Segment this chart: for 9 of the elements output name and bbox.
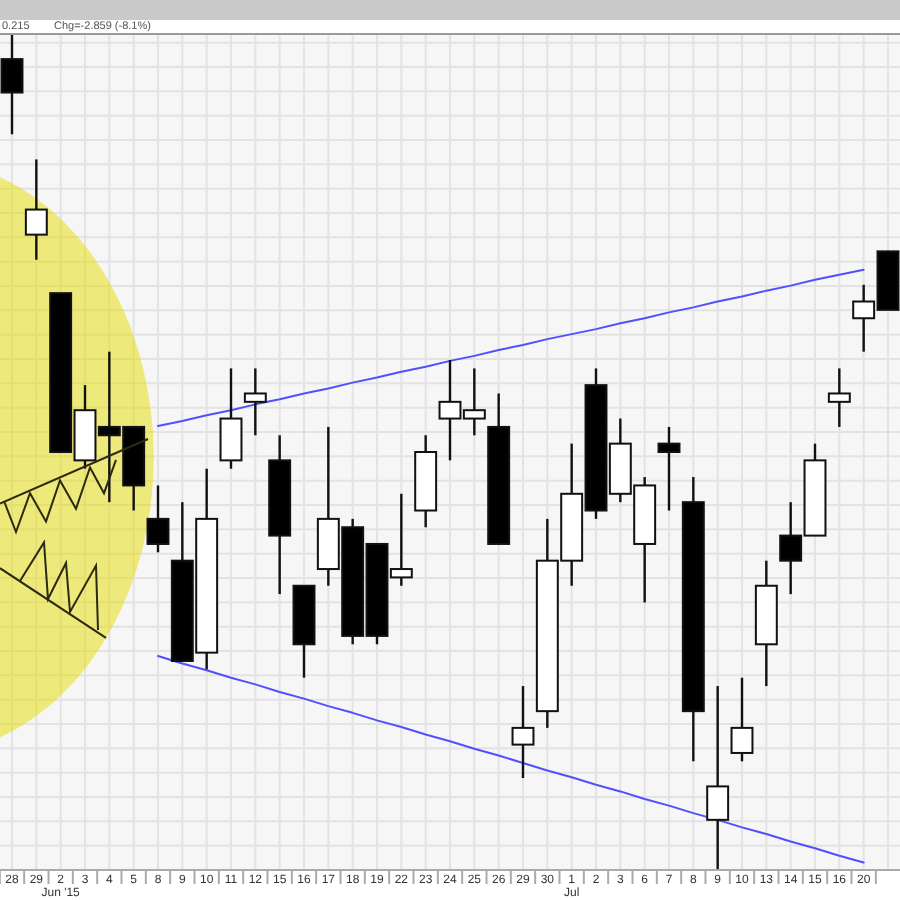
candlestick	[146, 484, 170, 554]
candlestick	[511, 684, 535, 780]
candlestick	[219, 367, 243, 470]
candlestick	[243, 367, 267, 437]
candlestick	[827, 367, 851, 429]
candlestick	[0, 32, 24, 136]
candlestick	[657, 425, 681, 512]
candlestick	[24, 158, 48, 261]
candlestick	[730, 676, 754, 763]
